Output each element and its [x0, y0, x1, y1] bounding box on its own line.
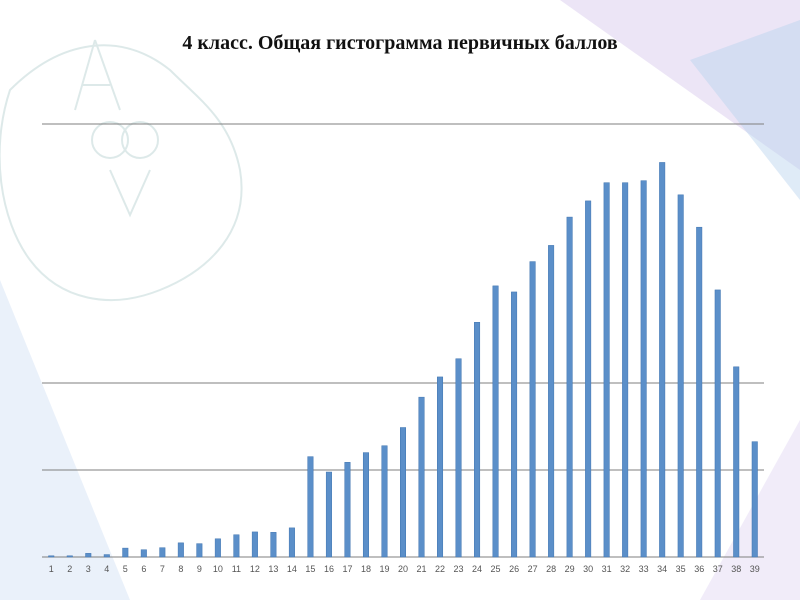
- x-tick-label: 20: [398, 564, 408, 574]
- page-title: 4 класс. Общая гистограмма первичных бал…: [182, 32, 618, 54]
- x-tick-label: 2: [67, 564, 72, 574]
- x-tick-label: 30: [583, 564, 593, 574]
- bar-16: [325, 471, 332, 558]
- x-tick-label: 16: [324, 564, 334, 574]
- bar-6: [140, 549, 147, 558]
- bar-15: [307, 456, 314, 558]
- x-tick-label: 3: [86, 564, 91, 574]
- bars: [48, 162, 758, 558]
- bar-22: [437, 376, 444, 558]
- bar-7: [159, 547, 166, 558]
- x-tick-label: 35: [676, 564, 686, 574]
- x-tick-label: 9: [197, 564, 202, 574]
- bar-18: [362, 452, 369, 558]
- decor-triangle-top-right: [560, 0, 800, 170]
- x-tick-label: 22: [435, 564, 445, 574]
- bar-33: [640, 180, 647, 558]
- bar-34: [659, 162, 666, 558]
- bar-27: [529, 261, 536, 558]
- x-tick-label: 31: [602, 564, 612, 574]
- bar-8: [177, 542, 184, 558]
- bar-31: [603, 182, 610, 558]
- bar-12: [251, 531, 258, 558]
- bar-23: [455, 358, 462, 558]
- x-tick-label: 7: [160, 564, 165, 574]
- x-tick-label: 4: [104, 564, 109, 574]
- bar-2: [66, 555, 73, 558]
- x-tick-label: 18: [361, 564, 371, 574]
- bar-17: [344, 462, 351, 558]
- watermark-logo: [0, 39, 243, 301]
- x-tick-label: 8: [178, 564, 183, 574]
- x-tick-label: 19: [379, 564, 389, 574]
- bar-26: [511, 291, 518, 558]
- x-tick-label: 37: [713, 564, 723, 574]
- decor-triangle-bottom-right: [700, 420, 800, 600]
- x-tick-label: 38: [731, 564, 741, 574]
- x-tick-label: 6: [141, 564, 146, 574]
- x-tick-label: 13: [268, 564, 278, 574]
- bar-11: [233, 534, 240, 558]
- bar-3: [85, 553, 92, 558]
- x-tick-label: 25: [491, 564, 501, 574]
- bar-13: [270, 532, 277, 558]
- x-tick-label: 21: [417, 564, 427, 574]
- bar-32: [622, 182, 629, 558]
- x-tick-label: 32: [620, 564, 630, 574]
- x-tick-labels: 1 2 3 4 5 6 7 8 9 10 11 12 13 14 15 16 17 18 19 20 21 22 23 24 2…: [49, 564, 760, 574]
- x-tick-label: 26: [509, 564, 519, 574]
- bar-21: [418, 396, 425, 558]
- x-tick-label: 33: [639, 564, 649, 574]
- bar-19: [381, 445, 388, 558]
- x-tick-label: 27: [528, 564, 538, 574]
- bar-1: [48, 555, 55, 558]
- bar-35: [677, 194, 684, 558]
- x-tick-label: 24: [472, 564, 482, 574]
- bar-4: [103, 554, 110, 558]
- bar-25: [492, 285, 499, 558]
- x-tick-label: 17: [342, 564, 352, 574]
- bar-24: [474, 322, 481, 558]
- bar-37: [714, 289, 721, 558]
- bar-14: [288, 527, 295, 558]
- x-tick-label: 15: [305, 564, 315, 574]
- x-tick-label: 28: [546, 564, 556, 574]
- x-tick-label: 11: [232, 564, 241, 574]
- x-tick-label: 12: [250, 564, 260, 574]
- x-tick-label: 10: [213, 564, 223, 574]
- bar-9: [196, 543, 203, 558]
- bar-30: [585, 200, 592, 558]
- x-tick-label: 23: [454, 564, 464, 574]
- x-tick-label: 34: [657, 564, 667, 574]
- x-tick-label: 1: [49, 564, 54, 574]
- bar-28: [548, 245, 555, 558]
- bar-5: [122, 547, 129, 558]
- x-tick-label: 36: [694, 564, 704, 574]
- bar-20: [400, 427, 406, 558]
- bar-36: [696, 226, 703, 558]
- decor-triangle-left: [0, 280, 130, 600]
- bar-39: [751, 441, 758, 558]
- bar-38: [733, 366, 740, 558]
- x-tick-label: 14: [287, 564, 297, 574]
- bar-29: [566, 216, 573, 558]
- decor-triangle-right: [690, 20, 800, 200]
- x-tick-label: 29: [565, 564, 575, 574]
- x-tick-label: 39: [750, 564, 760, 574]
- bar-10: [214, 538, 221, 558]
- x-tick-label: 5: [123, 564, 128, 574]
